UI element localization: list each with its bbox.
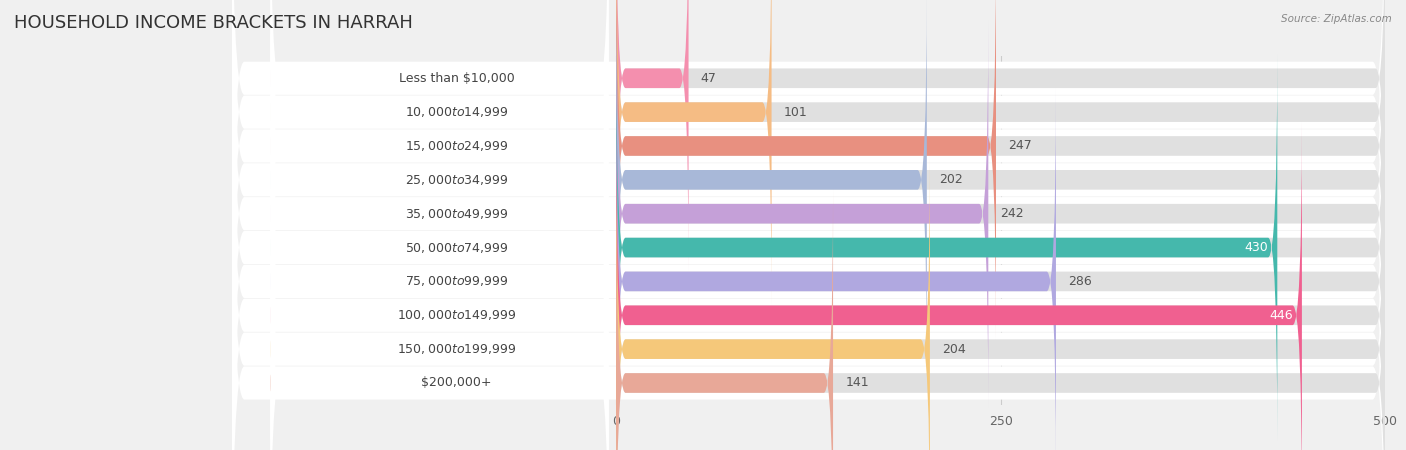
FancyBboxPatch shape xyxy=(616,0,772,306)
Text: $35,000 to $49,999: $35,000 to $49,999 xyxy=(405,207,508,220)
Text: 446: 446 xyxy=(1270,309,1292,322)
Text: 286: 286 xyxy=(1069,275,1092,288)
FancyBboxPatch shape xyxy=(616,0,689,272)
Text: 204: 204 xyxy=(942,342,966,356)
FancyBboxPatch shape xyxy=(270,0,609,441)
FancyBboxPatch shape xyxy=(232,0,1385,400)
Text: $150,000 to $199,999: $150,000 to $199,999 xyxy=(396,342,516,356)
FancyBboxPatch shape xyxy=(270,87,609,450)
FancyBboxPatch shape xyxy=(616,88,1056,450)
FancyBboxPatch shape xyxy=(232,95,1385,450)
Text: 202: 202 xyxy=(939,173,963,186)
Text: $100,000 to $149,999: $100,000 to $149,999 xyxy=(396,308,516,322)
Text: Source: ZipAtlas.com: Source: ZipAtlas.com xyxy=(1281,14,1392,23)
FancyBboxPatch shape xyxy=(232,129,1385,450)
Text: $200,000+: $200,000+ xyxy=(422,377,492,390)
Text: 430: 430 xyxy=(1244,241,1268,254)
FancyBboxPatch shape xyxy=(232,0,1385,434)
FancyBboxPatch shape xyxy=(616,0,1385,272)
Text: $75,000 to $99,999: $75,000 to $99,999 xyxy=(405,274,508,288)
Text: $50,000 to $74,999: $50,000 to $74,999 xyxy=(405,241,508,255)
Text: $10,000 to $14,999: $10,000 to $14,999 xyxy=(405,105,508,119)
FancyBboxPatch shape xyxy=(616,122,1302,450)
FancyBboxPatch shape xyxy=(270,54,609,450)
FancyBboxPatch shape xyxy=(270,0,609,408)
FancyBboxPatch shape xyxy=(616,54,1385,441)
FancyBboxPatch shape xyxy=(616,156,929,450)
Text: 242: 242 xyxy=(1001,207,1024,220)
FancyBboxPatch shape xyxy=(616,122,1385,450)
FancyBboxPatch shape xyxy=(232,0,1385,333)
Text: $15,000 to $24,999: $15,000 to $24,999 xyxy=(405,139,508,153)
Text: Less than $10,000: Less than $10,000 xyxy=(398,72,515,85)
FancyBboxPatch shape xyxy=(232,0,1385,366)
FancyBboxPatch shape xyxy=(616,88,1385,450)
Text: 141: 141 xyxy=(845,377,869,390)
Text: 247: 247 xyxy=(1008,140,1032,153)
Text: 101: 101 xyxy=(785,106,807,119)
FancyBboxPatch shape xyxy=(270,155,609,450)
FancyBboxPatch shape xyxy=(616,20,988,407)
FancyBboxPatch shape xyxy=(232,61,1385,450)
FancyBboxPatch shape xyxy=(616,20,1385,407)
FancyBboxPatch shape xyxy=(616,0,1385,339)
FancyBboxPatch shape xyxy=(232,0,1385,450)
FancyBboxPatch shape xyxy=(616,156,1385,450)
FancyBboxPatch shape xyxy=(616,0,1385,373)
FancyBboxPatch shape xyxy=(270,20,609,450)
Text: 47: 47 xyxy=(700,72,717,85)
FancyBboxPatch shape xyxy=(232,27,1385,450)
FancyBboxPatch shape xyxy=(232,0,1385,450)
FancyBboxPatch shape xyxy=(616,189,1385,450)
FancyBboxPatch shape xyxy=(616,0,995,339)
Text: HOUSEHOLD INCOME BRACKETS IN HARRAH: HOUSEHOLD INCOME BRACKETS IN HARRAH xyxy=(14,14,413,32)
FancyBboxPatch shape xyxy=(270,0,609,374)
FancyBboxPatch shape xyxy=(616,54,1277,441)
FancyBboxPatch shape xyxy=(270,121,609,450)
FancyBboxPatch shape xyxy=(616,0,927,373)
FancyBboxPatch shape xyxy=(616,189,832,450)
Text: $25,000 to $34,999: $25,000 to $34,999 xyxy=(405,173,508,187)
FancyBboxPatch shape xyxy=(616,0,1385,306)
FancyBboxPatch shape xyxy=(270,0,609,340)
FancyBboxPatch shape xyxy=(270,0,609,306)
